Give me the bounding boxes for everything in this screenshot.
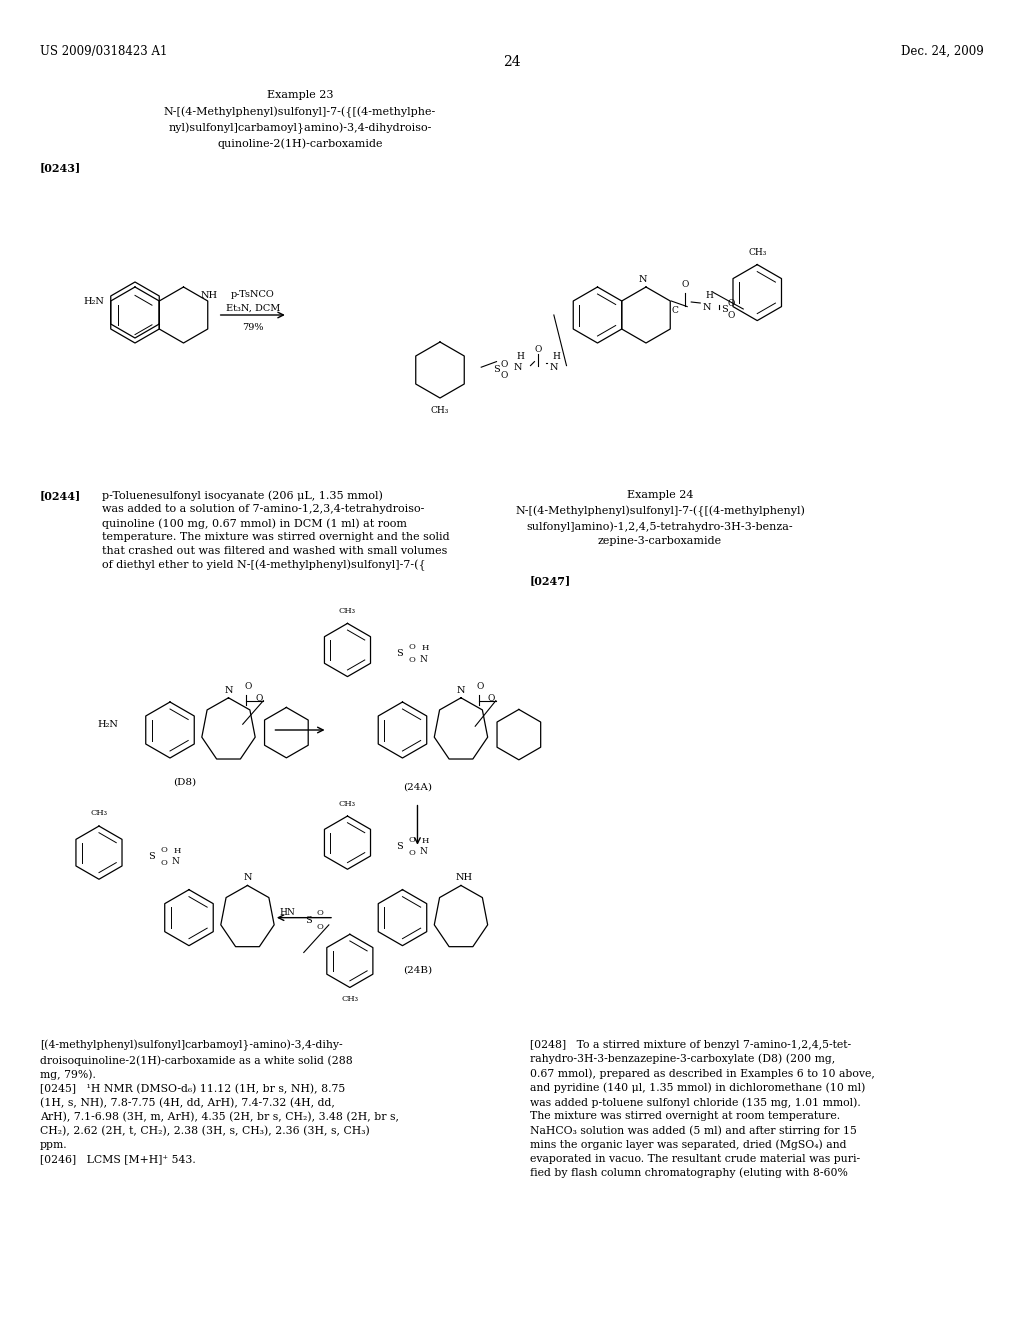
Text: C: C	[672, 306, 679, 315]
Text: N: N	[420, 655, 427, 664]
Text: S: S	[721, 305, 728, 314]
Text: N: N	[639, 275, 647, 284]
Text: H: H	[553, 352, 560, 362]
Text: US 2009/0318423 A1: US 2009/0318423 A1	[40, 45, 167, 58]
Text: N: N	[420, 847, 427, 857]
Text: N-[(4-Methylphenyl)sulfonyl]-7-({[(4-methylphe-
nyl)sulfonyl]carbamoyl}amino)-3,: N-[(4-Methylphenyl)sulfonyl]-7-({[(4-met…	[164, 107, 436, 149]
Text: O: O	[316, 923, 324, 931]
Text: O: O	[409, 643, 416, 651]
Text: (24B): (24B)	[402, 965, 432, 974]
Text: H₂N: H₂N	[97, 719, 119, 729]
Text: O: O	[316, 909, 324, 917]
Text: Et₃N, DCM: Et₃N, DCM	[225, 304, 280, 313]
Text: O: O	[477, 681, 484, 690]
Text: H: H	[706, 292, 713, 301]
Text: S: S	[396, 842, 403, 851]
Text: N: N	[171, 857, 179, 866]
Text: N-[(4-Methylphenyl)sulfonyl]-7-({[(4-methylphenyl)
sulfonyl]amino)-1,2,4,5-tetra: N-[(4-Methylphenyl)sulfonyl]-7-({[(4-met…	[515, 506, 805, 546]
Text: O: O	[409, 849, 416, 857]
Text: NH: NH	[456, 874, 472, 883]
Text: HN: HN	[280, 908, 296, 917]
Text: O: O	[535, 345, 542, 354]
Text: H: H	[173, 846, 180, 854]
Text: (24A): (24A)	[403, 783, 432, 792]
Text: CH₃: CH₃	[339, 607, 356, 615]
Text: H₂N: H₂N	[83, 297, 104, 305]
Text: O: O	[727, 300, 734, 309]
Text: CH₃: CH₃	[339, 800, 356, 808]
Text: p-TsNCO: p-TsNCO	[230, 290, 274, 300]
Text: N: N	[224, 686, 232, 694]
Text: [0243]: [0243]	[40, 162, 81, 173]
Text: NH: NH	[201, 290, 217, 300]
Text: H: H	[422, 644, 429, 652]
Text: O: O	[682, 280, 689, 289]
Text: O: O	[160, 858, 167, 867]
Text: [0247]: [0247]	[530, 576, 571, 586]
Text: S: S	[305, 916, 311, 925]
Text: S: S	[494, 366, 501, 374]
Text: N: N	[244, 874, 252, 883]
Text: CH₃: CH₃	[749, 248, 766, 256]
Text: Dec. 24, 2009: Dec. 24, 2009	[901, 45, 984, 58]
Text: CH₃: CH₃	[90, 809, 108, 817]
Text: [0244]: [0244]	[40, 490, 81, 502]
Text: O: O	[501, 360, 508, 370]
Text: S: S	[396, 649, 403, 659]
Text: O: O	[409, 656, 416, 664]
Text: O: O	[255, 694, 263, 704]
Text: Example 24: Example 24	[627, 490, 693, 500]
Text: (D8): (D8)	[173, 777, 197, 787]
Text: S: S	[148, 853, 155, 861]
Text: N: N	[513, 363, 522, 372]
Text: O: O	[160, 846, 167, 854]
Text: H: H	[516, 352, 524, 362]
Text: H: H	[422, 837, 429, 845]
Text: 24: 24	[503, 55, 521, 69]
Text: O: O	[245, 681, 252, 690]
Text: 79%: 79%	[242, 323, 263, 333]
Text: N: N	[457, 686, 465, 694]
Text: Example 23: Example 23	[266, 90, 333, 100]
Text: O: O	[727, 310, 734, 319]
Text: O: O	[409, 836, 416, 843]
Text: [0248]   To a stirred mixture of benzyl 7-amino-1,2,4,5-tet-
rahydro-3H-3-benzaz: [0248] To a stirred mixture of benzyl 7-…	[530, 1040, 874, 1179]
Text: N: N	[550, 363, 558, 372]
Text: CH₃: CH₃	[341, 995, 358, 1003]
Text: O: O	[487, 694, 496, 704]
Text: O: O	[501, 371, 508, 380]
Text: CH₃: CH₃	[431, 407, 450, 414]
Text: N: N	[702, 302, 711, 312]
Text: p-Toluenesulfonyl isocyanate (206 μL, 1.35 mmol)
was added to a solution of 7-am: p-Toluenesulfonyl isocyanate (206 μL, 1.…	[102, 490, 450, 572]
Text: [(4-methylphenyl)sulfonyl]carbamoyl}-amino)-3,4-dihy-
droisoquinoline-2(1H)-carb: [(4-methylphenyl)sulfonyl]carbamoyl}-ami…	[40, 1040, 399, 1164]
